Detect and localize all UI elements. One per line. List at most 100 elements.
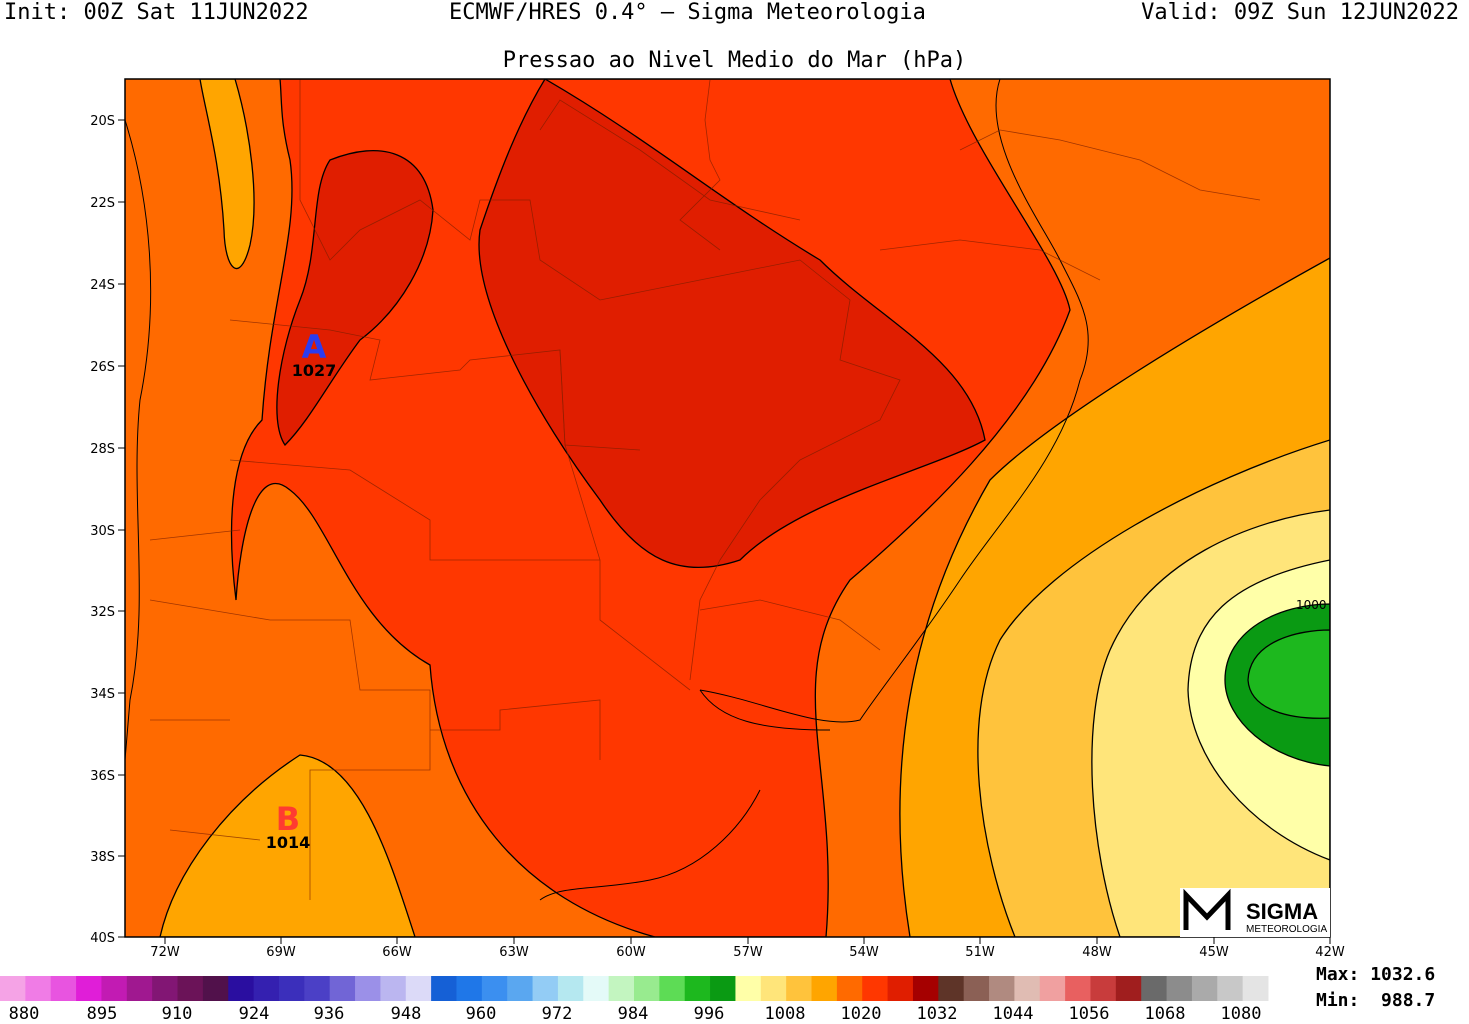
colorbar-swatch xyxy=(1166,976,1193,1001)
map-frame xyxy=(124,78,1331,938)
colorbar-swatch xyxy=(1191,976,1218,1001)
colorbar-label: 895 xyxy=(86,1004,118,1024)
colorbar-label: 972 xyxy=(541,1004,573,1024)
lon-label: 72W xyxy=(150,945,180,960)
colorbar-swatch xyxy=(938,976,965,1001)
colorbar-label: 1080 xyxy=(1220,1004,1262,1024)
colorbar-label: 1056 xyxy=(1068,1004,1110,1024)
colorbar-swatch xyxy=(1039,976,1066,1001)
max-value: 1032.6 xyxy=(1370,964,1436,985)
colorbar-swatch xyxy=(481,976,508,1001)
init-time: Init: 00Z Sat 11JUN2022 xyxy=(4,0,309,25)
latitude-axis: 20S 22S 24S 26S 28S 30S 32S 34S 36S 38S … xyxy=(90,114,125,946)
colorbar-swatch xyxy=(126,976,153,1001)
sigma-m-icon xyxy=(1183,888,1231,930)
colorbar-swatch xyxy=(202,976,229,1001)
lat-label: 34S xyxy=(90,687,115,702)
colorbar-swatch xyxy=(811,976,838,1001)
colorbar-swatch xyxy=(177,976,204,1001)
lon-label: 63W xyxy=(499,945,529,960)
colorbar-swatch xyxy=(76,976,102,1001)
colorbar-label: 960 xyxy=(465,1004,497,1024)
field-1012-south xyxy=(159,754,416,937)
colorbar-swatch xyxy=(887,976,914,1001)
colorbar-swatch xyxy=(989,976,1015,1001)
logo-subtitle: METEOROLOGIA xyxy=(1246,924,1327,935)
lat-label: 38S xyxy=(90,850,115,865)
min-pressure: Min: 988.7 xyxy=(1316,990,1435,1011)
min-label: Min: xyxy=(1316,990,1360,1011)
pressure-fields xyxy=(125,79,1330,937)
colorbar-swatch xyxy=(253,976,280,1001)
colorbar-swatch xyxy=(355,976,381,1001)
colorbar-swatch xyxy=(1090,976,1117,1001)
colorbar-label: 1020 xyxy=(840,1004,882,1024)
low-pressure-marker: B xyxy=(276,800,300,838)
colorbar-swatch xyxy=(152,976,179,1001)
colorbar-swatch xyxy=(760,976,787,1001)
colorbar-swatch xyxy=(1115,976,1142,1001)
colorbar-label: 1044 xyxy=(992,1004,1034,1024)
colorbar-swatch xyxy=(862,976,889,1001)
lon-label: 45W xyxy=(1199,945,1229,960)
colorbar-swatch xyxy=(608,976,635,1001)
max-pressure: Max: 1032.6 xyxy=(1316,964,1435,985)
colorbar-swatch xyxy=(710,976,736,1001)
colorbar-label: 936 xyxy=(313,1004,345,1024)
colorbar-swatch xyxy=(304,976,331,1001)
lat-label: 30S xyxy=(90,524,115,539)
lon-label: 60W xyxy=(616,945,646,960)
colorbar-swatch xyxy=(634,976,660,1001)
colorbar-swatch xyxy=(557,976,584,1001)
colorbar-swatch xyxy=(329,976,356,1001)
lat-label: 26S xyxy=(90,360,115,375)
field-1024-east xyxy=(478,79,986,568)
colorbar-swatch xyxy=(1141,976,1168,1001)
colorbar-swatch xyxy=(25,976,52,1001)
colorbar-swatch xyxy=(507,976,534,1001)
colorbar-label: 924 xyxy=(238,1004,270,1024)
lat-label: 22S xyxy=(90,196,115,211)
field-1024-west xyxy=(276,149,434,447)
model-title: ECMWF/HRES 0.4° – Sigma Meteorologia xyxy=(449,0,926,25)
borders xyxy=(149,79,1261,900)
colorbar-swatch xyxy=(0,976,26,1001)
colorbar-swatch xyxy=(735,976,762,1001)
longitude-axis: 72W 69W 66W 63W 60W 57W 54W 51W 48W 45W … xyxy=(150,937,1345,960)
lon-label: 57W xyxy=(733,945,763,960)
colorbar-swatch xyxy=(228,976,255,1001)
max-label: Max: xyxy=(1316,964,1360,985)
lat-label: 40S xyxy=(90,931,115,946)
colorbar xyxy=(0,976,1269,1001)
colorbar-swatch xyxy=(583,976,610,1001)
colorbar-swatch xyxy=(1065,976,1091,1001)
colorbar-swatch xyxy=(836,976,863,1001)
field-1012-north xyxy=(199,79,255,269)
colorbar-swatch xyxy=(456,976,483,1001)
colorbar-label: 1032 xyxy=(916,1004,958,1024)
colorbar-swatch xyxy=(786,976,813,1001)
field-992 xyxy=(1247,629,1330,719)
isobar-label: 1000 xyxy=(1296,598,1327,612)
colorbar-swatch xyxy=(1242,976,1269,1001)
logo-wordmark: SIGMA xyxy=(1246,899,1318,924)
lon-label: 66W xyxy=(382,945,412,960)
lon-label: 51W xyxy=(965,945,995,960)
lat-label: 24S xyxy=(90,278,115,293)
colorbar-swatch xyxy=(50,976,77,1001)
sigma-logo: SIGMA METEOROLOGIA xyxy=(1180,888,1330,937)
colorbar-swatch xyxy=(1014,976,1041,1001)
colorbar-swatch xyxy=(278,976,305,1001)
lat-label: 36S xyxy=(90,769,115,784)
colorbar-label: 1068 xyxy=(1144,1004,1186,1024)
valid-time: Valid: 09Z Sun 12JUN2022 xyxy=(1141,0,1459,25)
colorbar-swatch xyxy=(405,976,432,1001)
colorbar-label: 996 xyxy=(693,1004,725,1024)
colorbar-swatch xyxy=(659,976,686,1001)
colorbar-label: 948 xyxy=(390,1004,422,1024)
lat-label: 32S xyxy=(90,605,115,620)
high-pressure-marker: A xyxy=(302,328,327,366)
colorbar-swatch xyxy=(1217,976,1244,1001)
lon-label: 54W xyxy=(849,945,879,960)
